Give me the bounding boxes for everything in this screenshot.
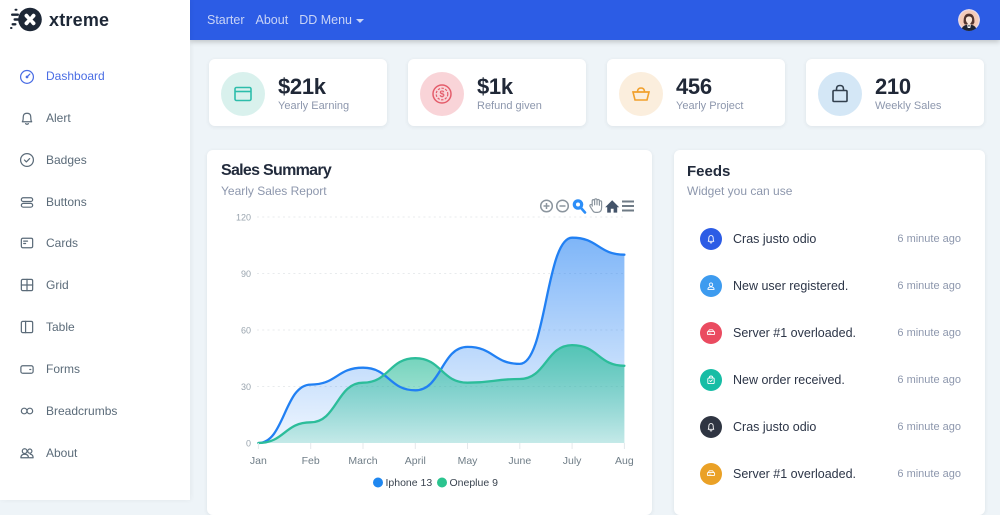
svg-text:120: 120 xyxy=(236,213,251,223)
svg-text:Aug: Aug xyxy=(615,455,634,467)
svg-text:0: 0 xyxy=(246,439,251,449)
svg-text:Iphone 13: Iphone 13 xyxy=(386,477,433,489)
svg-text:90: 90 xyxy=(241,269,251,279)
svg-text:Feb: Feb xyxy=(302,455,320,467)
svg-text:July: July xyxy=(563,455,582,467)
svg-text:Jan: Jan xyxy=(250,455,267,467)
svg-text:$: $ xyxy=(439,89,444,99)
svg-text:May: May xyxy=(458,455,479,467)
svg-text:60: 60 xyxy=(241,326,251,336)
svg-text:Oneplue 9: Oneplue 9 xyxy=(450,477,499,489)
svg-text:March: March xyxy=(348,455,377,467)
svg-text:30: 30 xyxy=(241,382,251,392)
svg-text:April: April xyxy=(405,455,426,467)
svg-text:June: June xyxy=(508,455,531,467)
